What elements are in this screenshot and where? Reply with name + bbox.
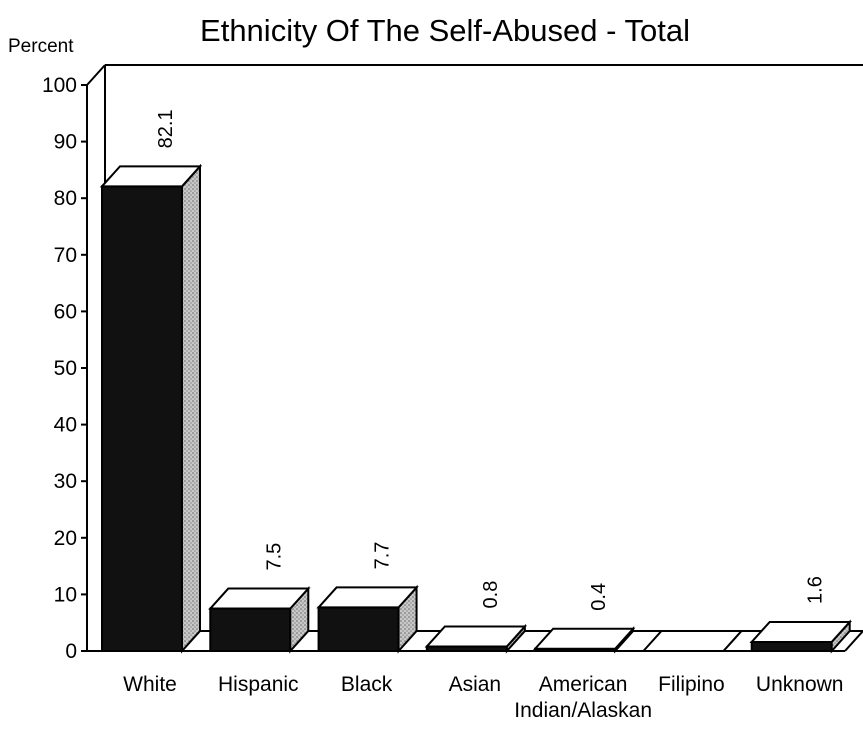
value-label: 0.4 <box>588 583 610 611</box>
bar <box>99 163 203 654</box>
axes <box>86 64 863 652</box>
category-label-line: Unknown <box>756 673 844 696</box>
bar <box>749 619 852 654</box>
value-label: 82.1 <box>155 109 177 148</box>
category-label-line: Hispanic <box>218 673 299 696</box>
bar-front <box>101 185 183 652</box>
bar-top <box>532 627 636 650</box>
category-label: Filipino <box>658 673 725 696</box>
bar-top <box>749 620 852 643</box>
floor-right-line <box>844 630 863 652</box>
category-label: Asian <box>449 673 502 696</box>
y-tick-label: 90 <box>54 131 77 154</box>
y-tick-label: 60 <box>54 300 77 323</box>
bar-top <box>208 587 311 610</box>
category-label: Unknown <box>756 673 844 696</box>
y-tick-label: 40 <box>54 414 77 437</box>
bar-front <box>209 607 292 652</box>
category-label: Black <box>341 673 393 696</box>
y-axis-label: Percent <box>8 36 74 57</box>
category-label: White <box>123 673 177 696</box>
bars <box>99 163 852 654</box>
y-tick-label: 50 <box>54 357 77 380</box>
value-label: 0.8 <box>480 581 502 609</box>
category-label: Hispanic <box>218 673 299 696</box>
y-tick-label: 100 <box>42 74 77 97</box>
bar <box>532 626 636 654</box>
bar <box>424 623 528 654</box>
y-tick-label: 20 <box>54 527 77 550</box>
y-tick-label: 70 <box>54 244 77 267</box>
bar-front <box>750 640 833 652</box>
value-labels: 82.1 7.5 7.7 0.8 0.4 1.6 <box>155 109 827 610</box>
bar-top <box>99 165 203 188</box>
bar-front <box>317 606 400 653</box>
bar-side <box>181 163 201 654</box>
y-tick-label: 0 <box>65 640 77 663</box>
category-label-line: Black <box>341 673 393 696</box>
value-label: 7.7 <box>372 542 394 570</box>
bar-top <box>424 625 528 648</box>
category-label: American Indian/Alaskan <box>514 673 652 722</box>
top-depth-line <box>86 64 106 86</box>
y-ticks: 0 10 20 30 40 50 60 70 80 90 100 <box>42 74 87 663</box>
category-label-line: American <box>539 673 628 696</box>
y-tick-label: 30 <box>54 470 77 493</box>
bar <box>208 585 311 654</box>
category-label-line: Asian <box>449 673 502 696</box>
y-tick-label: 10 <box>54 583 77 606</box>
category-label-line: White <box>123 673 177 696</box>
y-tick-label: 80 <box>54 187 77 210</box>
chart-title: Ethnicity Of The Self-Abused - Total <box>200 13 690 48</box>
bar-top <box>641 630 744 652</box>
category-labels: White Hispanic Black Asian American Indian/Al… <box>123 673 843 722</box>
category-label-line: Filipino <box>658 673 725 696</box>
bar <box>641 630 744 652</box>
bar-top <box>316 586 419 609</box>
value-label: 7.5 <box>263 543 285 571</box>
bar <box>316 584 419 654</box>
category-label-line: Indian/Alaskan <box>514 699 652 722</box>
value-label: 1.6 <box>805 576 827 604</box>
